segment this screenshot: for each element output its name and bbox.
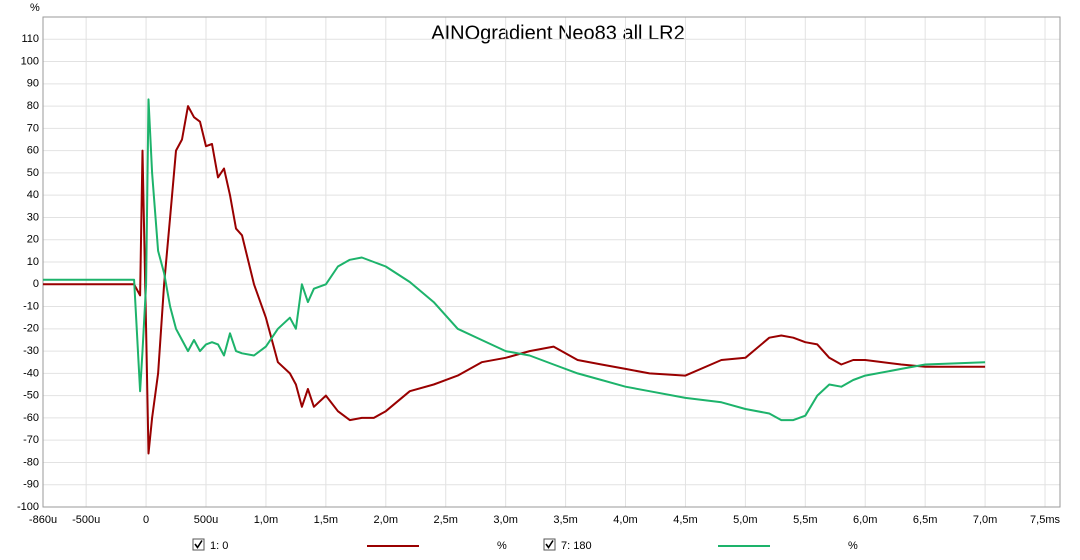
chart-title: AINOgradient Neo83 all LR2 — [431, 22, 684, 44]
x-tick-label: -860u — [29, 514, 57, 526]
legend-label: 1: 0 — [210, 540, 228, 552]
y-tick-label: 20 — [27, 234, 39, 246]
y-tick-label: 90 — [27, 78, 39, 90]
x-tick-label: 6,5m — [913, 514, 937, 526]
y-tick-label: -100 — [17, 501, 39, 513]
y-tick-label: -20 — [23, 323, 39, 335]
y-tick-label: 40 — [27, 189, 39, 201]
y-tick-label: 10 — [27, 256, 39, 268]
legend-label: 7: 180 — [561, 540, 592, 552]
plot-area — [42, 16, 1061, 508]
y-tick-label: -10 — [23, 300, 39, 312]
checkbox-check — [545, 540, 554, 549]
legend-unit: % — [848, 540, 858, 552]
series-line — [43, 105, 986, 455]
x-tick-label: 5,5m — [793, 514, 817, 526]
x-tick-label: 3,5m — [553, 514, 577, 526]
x-tick-label: 2,5m — [433, 514, 457, 526]
legend-checkbox[interactable] — [192, 538, 205, 551]
y-unit: % — [30, 2, 40, 14]
x-tick-label: 7,5ms — [1030, 514, 1060, 526]
y-tick-label: -30 — [23, 345, 39, 357]
y-tick-label: -80 — [23, 456, 39, 468]
y-tick-label: 100 — [21, 55, 39, 67]
x-tick-label: 6,0m — [853, 514, 877, 526]
y-tick-label: 30 — [27, 211, 39, 223]
x-tick-label: 500u — [194, 514, 218, 526]
y-tick-label: 80 — [27, 100, 39, 112]
y-tick-label: 110 — [21, 33, 39, 45]
legend-item: 1: 0% — [192, 538, 507, 552]
legend-checkbox[interactable] — [543, 538, 556, 551]
y-tick-label: -70 — [23, 434, 39, 446]
x-tick-label: -500u — [72, 514, 100, 526]
y-tick-label: 0 — [33, 278, 39, 290]
y-tick-label: -60 — [23, 412, 39, 424]
x-tick-label: 5,0m — [733, 514, 757, 526]
checkbox-check — [194, 540, 203, 549]
x-tick-label: 2,0m — [374, 514, 398, 526]
x-tick-label: 7,0m — [973, 514, 997, 526]
x-tick-label: 4,0m — [613, 514, 637, 526]
x-tick-label: 4,5m — [673, 514, 697, 526]
y-tick-label: 60 — [27, 145, 39, 157]
series-line — [43, 98, 986, 422]
x-tick-label: 1,0m — [254, 514, 278, 526]
legend-unit: % — [497, 540, 507, 552]
x-tick-label: 1,5m — [314, 514, 338, 526]
legend-item: 7: 180% — [543, 538, 858, 552]
y-tick-label: -90 — [23, 479, 39, 491]
y-tick-label: -40 — [23, 367, 39, 379]
y-tick-label: 50 — [27, 167, 39, 179]
y-tick-label: -50 — [23, 390, 39, 402]
y-tick-label: 70 — [27, 122, 39, 134]
x-tick-label: 3,0m — [493, 514, 517, 526]
x-tick-label: 0 — [143, 514, 149, 526]
